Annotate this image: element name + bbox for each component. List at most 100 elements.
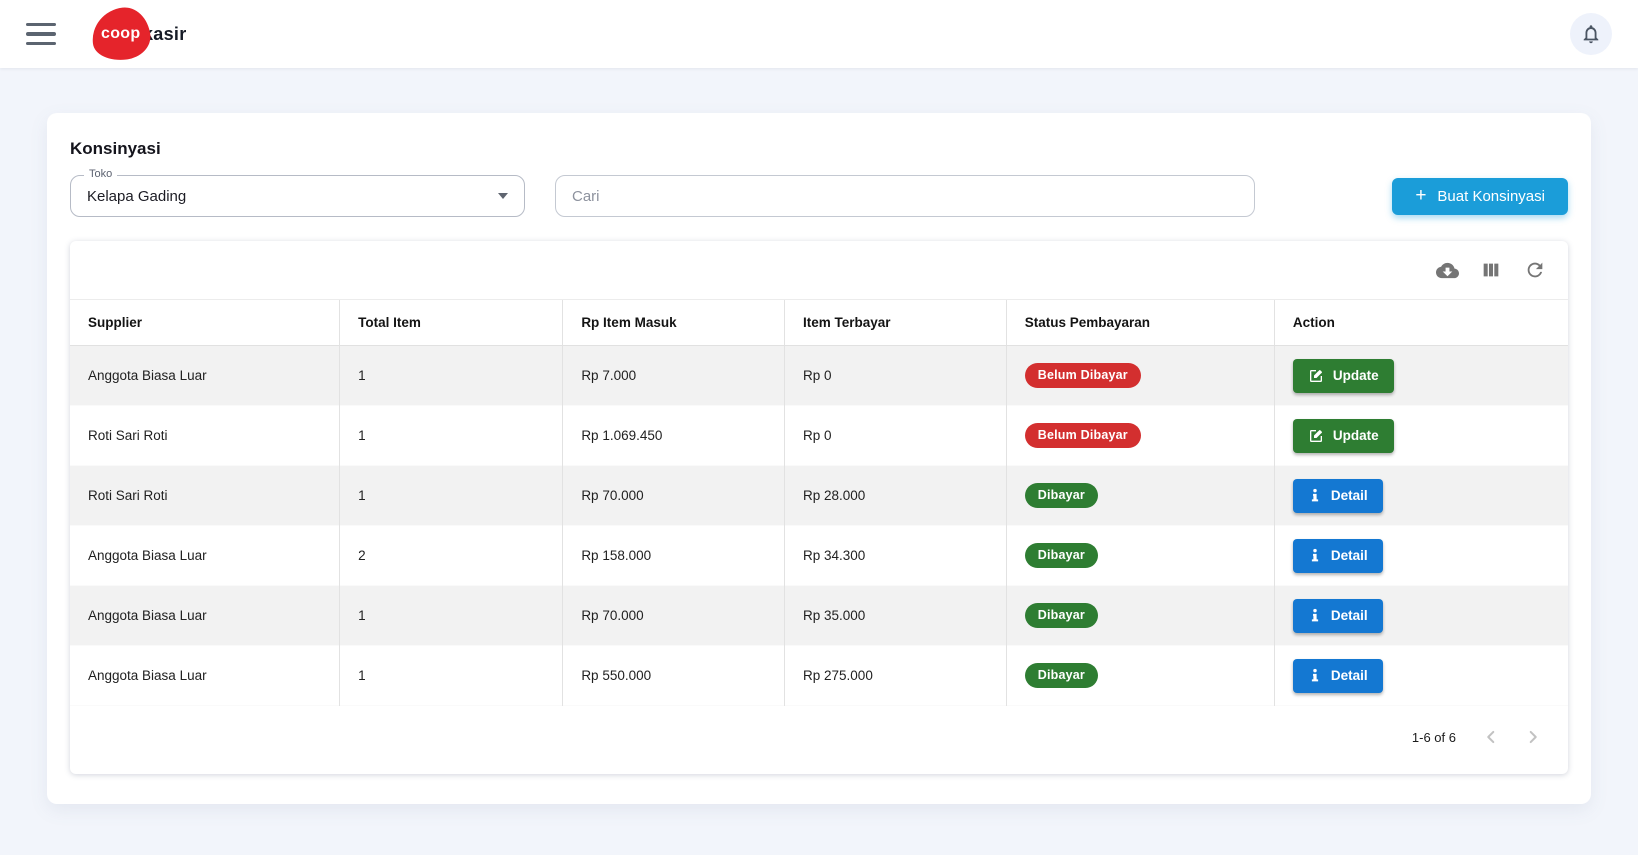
cloud-download-icon [1435, 262, 1459, 278]
table-row: Anggota Biasa Luar 1 Rp 7.000 Rp 0 Belum Dib… [70, 345, 1568, 406]
column-header: Action [1273, 299, 1568, 346]
bell-icon [1583, 25, 1599, 44]
supplier-cell: Anggota Biasa Luar [88, 548, 207, 563]
status-cell: Dibayar [1005, 645, 1275, 706]
rp-item-masuk-cell: Rp 70.000 [562, 465, 785, 526]
action-cell: Detail [1273, 525, 1568, 586]
supplier-cell: Anggota Biasa Luar [88, 368, 207, 383]
item-terbayar-cell: Rp 35.000 [784, 585, 1007, 646]
detail-button[interactable]: Detail [1292, 538, 1383, 573]
supplier-cell: Roti Sari Roti [88, 488, 168, 503]
total-item-cell: 1 [339, 585, 563, 646]
table-row: Anggota Biasa Luar 1 Rp 550.000 Rp 275.000 D… [70, 645, 1568, 706]
total-item-cell: 1 [339, 405, 563, 466]
table-header-row: Supplier Total Item Rp Item Masuk Item Terb… [70, 299, 1568, 346]
table-row: Anggota Biasa Luar 1 Rp 70.000 Rp 35.000 Dib… [70, 585, 1568, 646]
total-item-cell: 1 [339, 345, 563, 406]
chevron-left-icon [1487, 730, 1495, 744]
status-cell: Dibayar [1005, 525, 1275, 586]
action-cell: Detail [1273, 645, 1568, 706]
store-select[interactable]: Toko Kelapa Gading [70, 168, 525, 217]
action-cell: Update [1273, 405, 1568, 466]
chevron-down-icon [498, 193, 508, 199]
update-button[interactable]: Update [1292, 358, 1394, 393]
item-terbayar-cell: Rp 34.300 [784, 525, 1007, 586]
plus-icon: + [1415, 184, 1427, 206]
search-input[interactable] [555, 175, 1255, 217]
top-bar: coop kasir [0, 0, 1638, 68]
supplier-cell: Roti Sari Roti [88, 428, 168, 443]
rp-item-masuk-cell: Rp 550.000 [562, 645, 785, 706]
konsinyasi-table: Supplier Total Item Rp Item Masuk Item Terb… [70, 299, 1568, 706]
item-terbayar-cell: Rp 28.000 [784, 465, 1007, 526]
action-button-label: Detail [1330, 548, 1368, 563]
status-badge: Dibayar [1024, 483, 1098, 508]
next-page-button[interactable] [1516, 720, 1550, 754]
item-terbayar-cell: Rp 0 [784, 405, 1007, 466]
status-cell: Dibayar [1005, 465, 1275, 526]
action-cell: Detail [1273, 465, 1568, 526]
status-badge: Belum Dibayar [1024, 423, 1141, 448]
logo-blob: coop [89, 4, 153, 64]
rp-item-masuk-cell: Rp 7.000 [562, 345, 785, 406]
chevron-right-icon [1529, 730, 1537, 744]
store-select-value: Kelapa Gading [87, 187, 187, 205]
status-badge: Dibayar [1024, 543, 1098, 568]
column-header: Rp Item Masuk [562, 299, 785, 346]
action-cell: Update [1273, 345, 1568, 406]
total-item-cell: 2 [339, 525, 563, 586]
info-icon [1311, 608, 1318, 622]
column-header: Status Pembayaran [1005, 299, 1275, 346]
create-konsinyasi-button[interactable]: + Buat Konsinyasi [1392, 177, 1568, 215]
refresh-button[interactable] [1516, 251, 1554, 289]
table-row: Roti Sari Roti 1 Rp 1.069.450 Rp 0 Belum Dib… [70, 405, 1568, 466]
rp-item-masuk-cell: Rp 1.069.450 [562, 405, 785, 466]
info-icon [1311, 668, 1318, 682]
status-cell: Dibayar [1005, 585, 1275, 646]
app-logo[interactable]: coop kasir [89, 4, 187, 64]
info-icon [1311, 548, 1318, 562]
download-csv-button[interactable] [1428, 251, 1466, 289]
action-cell: Detail [1273, 585, 1568, 646]
action-button-label: Detail [1330, 608, 1368, 623]
action-button-label: Detail [1330, 668, 1368, 683]
pagination-range: 1-6 of 6 [1411, 729, 1456, 745]
create-button-label: Buat Konsinyasi [1437, 187, 1545, 205]
total-item-cell: 1 [339, 645, 563, 706]
hamburger-icon [26, 23, 56, 27]
edit-icon [1309, 369, 1322, 382]
page-title: Konsinyasi [70, 139, 161, 158]
logo-coop-text: coop [101, 25, 141, 43]
supplier-cell: Anggota Biasa Luar [88, 608, 207, 623]
table-card: Supplier Total Item Rp Item Masuk Item Terb… [70, 241, 1568, 774]
rp-item-masuk-cell: Rp 158.000 [562, 525, 785, 586]
status-badge: Belum Dibayar [1024, 363, 1141, 388]
view-columns-button[interactable] [1472, 251, 1510, 289]
status-badge: Dibayar [1024, 603, 1098, 628]
logo-kasir-text: kasir [143, 23, 187, 44]
menu-button[interactable] [26, 23, 56, 45]
detail-button[interactable]: Detail [1292, 598, 1383, 633]
column-header: Item Terbayar [784, 299, 1007, 346]
refresh-icon [1527, 262, 1543, 278]
action-button-label: Update [1332, 368, 1379, 383]
pagination: 1-6 of 6 [70, 706, 1568, 774]
notifications-button[interactable] [1570, 13, 1612, 55]
update-button[interactable]: Update [1292, 418, 1394, 453]
column-header: Supplier [70, 299, 340, 346]
item-terbayar-cell: Rp 0 [784, 345, 1007, 406]
status-cell: Belum Dibayar [1005, 345, 1275, 406]
edit-icon [1309, 429, 1322, 442]
detail-button[interactable]: Detail [1292, 658, 1383, 693]
action-button-label: Detail [1330, 488, 1368, 503]
status-badge: Dibayar [1024, 663, 1098, 688]
item-terbayar-cell: Rp 275.000 [784, 645, 1007, 706]
prev-page-button[interactable] [1474, 720, 1508, 754]
table-row: Roti Sari Roti 1 Rp 70.000 Rp 28.000 Dibayar… [70, 465, 1568, 526]
supplier-cell: Anggota Biasa Luar [88, 668, 207, 683]
total-item-cell: 1 [339, 465, 563, 526]
table-row: Anggota Biasa Luar 2 Rp 158.000 Rp 34.300 Di… [70, 525, 1568, 586]
view-columns-icon [1483, 263, 1499, 277]
store-select-label: Toko [84, 168, 118, 180]
detail-button[interactable]: Detail [1292, 478, 1383, 513]
